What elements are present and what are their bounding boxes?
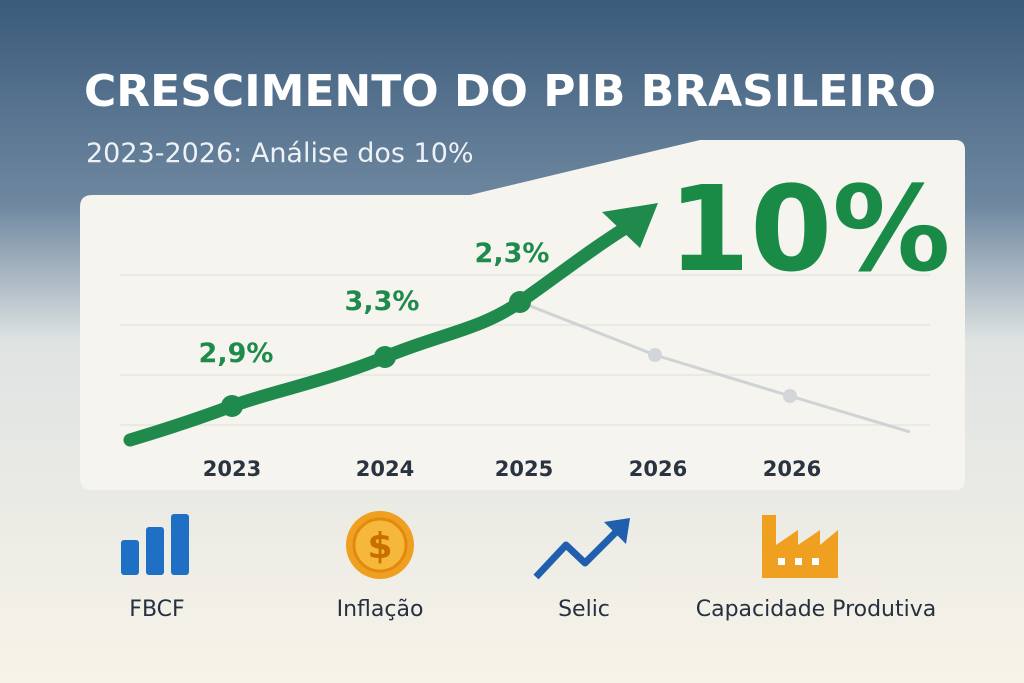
trend-icon: [533, 518, 630, 580]
projection-point: [783, 389, 797, 403]
growth-arrow: [602, 203, 658, 248]
grid: [120, 274, 930, 426]
indicator-label: Capacidade Produtiva: [696, 597, 937, 622]
x-label: 2023: [203, 457, 261, 481]
title: CRESCIMENTO DO PIB BRASILEIRO: [84, 66, 936, 117]
indicator-label: FBCF: [129, 597, 184, 622]
highlight: 10%: [668, 160, 950, 298]
coin-icon: $: [346, 511, 414, 579]
point-label: 2,3%: [475, 238, 550, 269]
chart-panel: [80, 140, 965, 490]
point: [221, 395, 243, 417]
subtitle: 2023-2026: Análise dos 10%: [86, 138, 474, 169]
x-label: 2026: [763, 457, 821, 481]
bar-icon: [121, 514, 189, 575]
x-label: 2024: [356, 457, 414, 481]
projection-line: [519, 300, 911, 434]
svg-text:$: $: [367, 526, 392, 567]
projection-point: [648, 348, 662, 362]
factory-icon: [762, 515, 838, 578]
indicator-label: Inflação: [337, 597, 424, 622]
x-label: 2026: [629, 457, 687, 481]
point: [509, 291, 531, 313]
x-label: 2025: [495, 457, 553, 481]
point: [374, 346, 396, 368]
point-label: 3,3%: [345, 286, 420, 317]
point-label: 2,9%: [199, 338, 274, 369]
indicator-label: Selic: [558, 597, 610, 622]
